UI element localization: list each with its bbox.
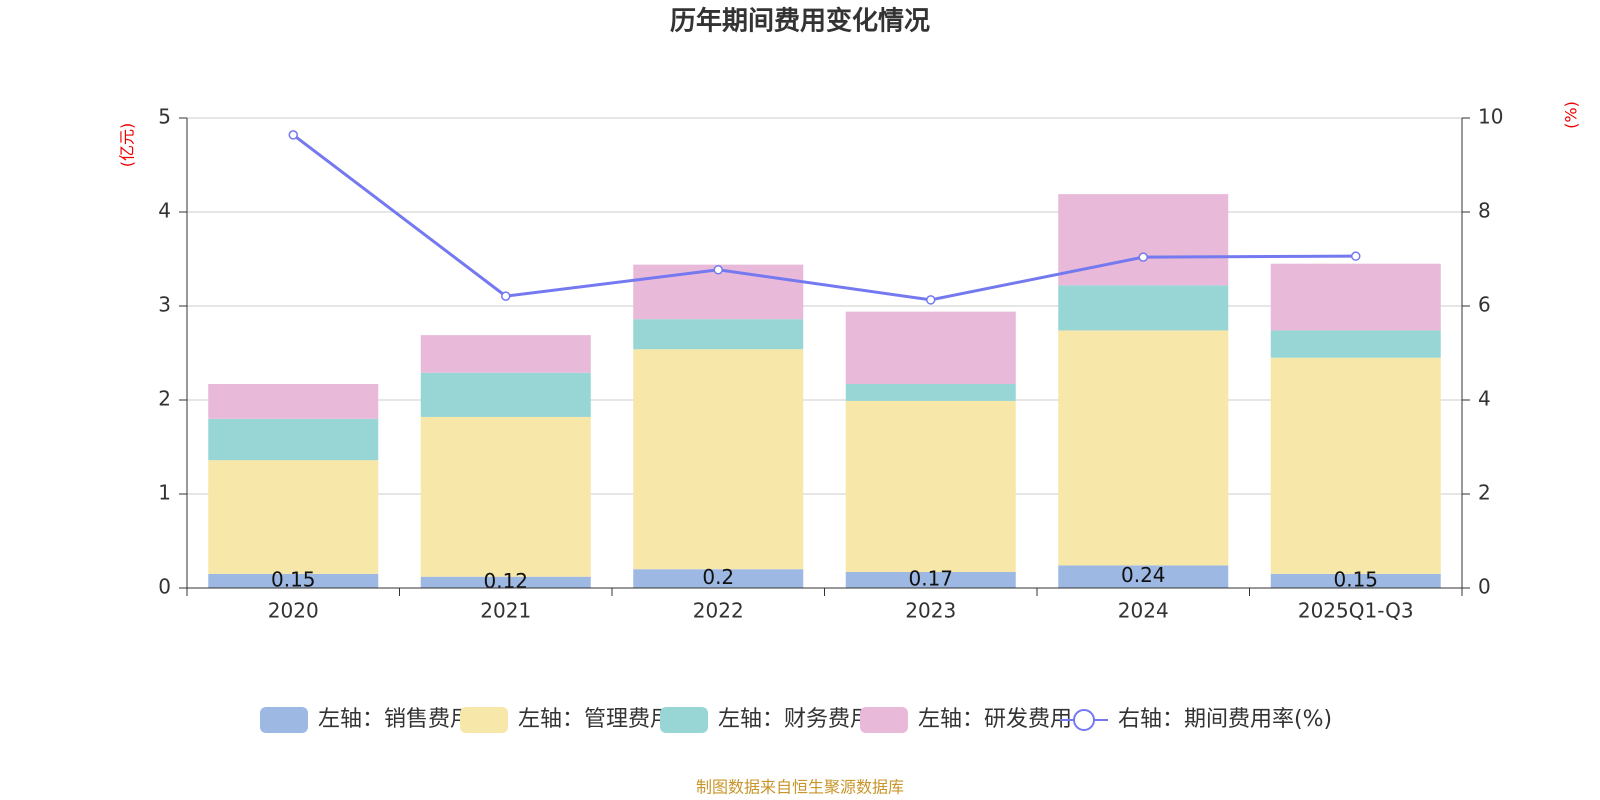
chart-title: 历年期间费用变化情况 (670, 6, 930, 37)
y2-tick-label: 6 (1478, 293, 1491, 317)
bar (208, 384, 379, 419)
line-point (926, 295, 936, 305)
bar (633, 569, 804, 588)
x-tick-label: 2025Q1-Q3 (1298, 599, 1414, 623)
line-point (501, 291, 511, 301)
bar (1058, 565, 1229, 588)
bar (1270, 330, 1441, 358)
bar (845, 572, 1016, 588)
data-label: 0.24 (1121, 563, 1166, 587)
bar (1058, 194, 1229, 286)
x-tick-label: 2024 (1118, 599, 1169, 623)
line-point (288, 130, 298, 140)
data-label: 0.15 (271, 567, 316, 591)
legend-label: 左轴：财务费用 (718, 707, 872, 732)
y2-axis-label: (%) (1562, 101, 1581, 129)
data-label: 0.12 (483, 569, 528, 593)
bar (420, 335, 591, 373)
bar (1270, 573, 1441, 588)
y2-tick-label: 10 (1478, 105, 1503, 129)
bar (1270, 357, 1441, 574)
bar (845, 311, 1016, 385)
bar (1058, 285, 1229, 331)
data-label: 0.15 (1333, 567, 1378, 591)
x-tick-label: 2022 (693, 599, 744, 623)
bar (1058, 330, 1229, 566)
bar (845, 384, 1016, 401)
y-axis-label: (亿元) (118, 123, 137, 168)
bar (845, 400, 1016, 573)
legend-swatch (860, 707, 908, 733)
y-tick-label: 2 (158, 387, 171, 411)
legend-swatch (460, 707, 508, 733)
legend-label: 左轴：管理费用 (518, 707, 672, 732)
legend-swatch (260, 707, 308, 733)
x-tick-label: 2020 (268, 599, 319, 623)
legend-label: 左轴：销售费用 (318, 707, 472, 732)
y2-tick-label: 4 (1478, 387, 1491, 411)
source-note: 制图数据来自恒生聚源数据库 (696, 778, 904, 797)
bar (420, 372, 591, 417)
legend-swatch (660, 707, 708, 733)
data-label: 0.17 (908, 567, 953, 591)
legend-swatch (1073, 709, 1095, 731)
y-tick-label: 3 (158, 293, 171, 317)
line-point (1138, 252, 1148, 262)
legend-label: 右轴：期间费用率(%) (1118, 707, 1332, 732)
y-tick-label: 0 (158, 575, 171, 599)
line (292, 133, 1356, 302)
y2-tick-label: 8 (1478, 199, 1491, 223)
bar (420, 576, 591, 588)
bar (420, 416, 591, 577)
y2-tick-label: 0 (1478, 575, 1491, 599)
legend-label: 左轴：研发费用 (918, 707, 1072, 732)
y-tick-label: 4 (158, 199, 171, 223)
data-label: 0.2 (702, 565, 734, 589)
y-tick-label: 1 (158, 481, 171, 505)
x-tick-label: 2023 (905, 599, 956, 623)
bar (208, 418, 379, 461)
y2-tick-label: 2 (1478, 481, 1491, 505)
x-tick-label: 2021 (480, 599, 531, 623)
y-tick-label: 5 (158, 105, 171, 129)
line-point (1351, 251, 1361, 261)
bar (208, 573, 379, 588)
bar (633, 319, 804, 350)
bar (1270, 263, 1441, 331)
line-point (713, 265, 723, 275)
bar (208, 460, 379, 574)
bar (633, 349, 804, 570)
